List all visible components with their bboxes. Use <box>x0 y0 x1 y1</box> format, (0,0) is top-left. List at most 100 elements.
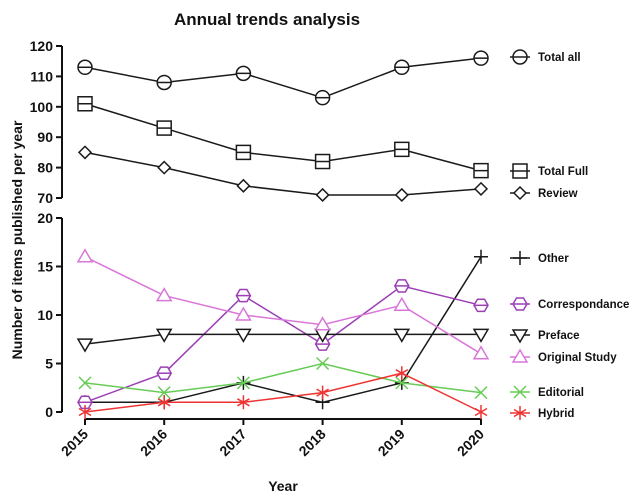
legend-label: Other <box>538 253 569 265</box>
data-point-hybrid <box>474 405 488 419</box>
data-point-correspondance <box>156 366 173 381</box>
x-tick-label: 2016 <box>137 426 170 459</box>
y-tick-label: 0 <box>45 404 53 420</box>
data-point-review <box>157 160 172 175</box>
data-point-total-full <box>394 141 410 158</box>
data-point-editorial <box>78 376 92 390</box>
data-point-editorial <box>395 376 409 390</box>
data-point-hybrid <box>316 385 329 400</box>
legend-label: Hybrid <box>538 408 574 420</box>
y-tick-label: 80 <box>37 160 53 176</box>
series-review <box>77 145 489 203</box>
series <box>76 50 490 419</box>
data-point-total-full <box>77 96 93 112</box>
x-tick-label: 2017 <box>216 426 249 459</box>
data-point-total-all <box>314 89 331 106</box>
series-preface <box>76 328 490 353</box>
legend-item-hybrid: Hybrid <box>510 406 574 420</box>
legend-label: Preface <box>538 330 580 342</box>
x-axis-title: Year <box>268 478 298 494</box>
legend-marker <box>512 297 528 311</box>
series-line-total-full <box>84 103 482 172</box>
data-point-total-full <box>473 162 489 179</box>
series-line-editorial <box>84 362 482 394</box>
data-point-total-full <box>156 120 172 136</box>
legend-marker <box>511 329 529 344</box>
data-point-original-study <box>235 306 252 321</box>
legend-label: Original Study <box>538 352 617 364</box>
legend-item-preface: Preface <box>510 329 580 344</box>
legend-label: Total Full <box>538 166 588 178</box>
data-point-editorial <box>236 376 250 390</box>
legend-marker <box>513 385 527 399</box>
y-tick-label: 70 <box>37 190 53 206</box>
series-original-study <box>76 248 490 360</box>
series-editorial <box>78 356 488 400</box>
data-point-original-study <box>155 287 173 302</box>
y-tick-label: 10 <box>37 307 53 323</box>
data-point-total-full <box>314 153 331 170</box>
data-point-preface <box>393 328 411 343</box>
series-line-preface <box>84 333 481 345</box>
data-point-hybrid <box>78 405 92 419</box>
axes: 70 80 90 100 110 120 0 5 10 15 20 2015 2016 2017 2018 2… <box>30 38 488 459</box>
series-total-full <box>77 96 489 179</box>
data-point-review <box>236 178 251 193</box>
data-point-correspondance <box>314 337 331 351</box>
x-tick-label: 2020 <box>454 426 487 459</box>
y-tick-label: 15 <box>37 259 53 275</box>
data-point-editorial <box>474 386 488 400</box>
legend-item-editorial: Editorial <box>510 385 584 399</box>
y-axis-title: Number of items published per year <box>9 120 25 359</box>
legend-label: Total all <box>538 52 581 64</box>
data-point-review <box>315 187 330 203</box>
data-point-correspondance <box>393 279 410 293</box>
data-point-hybrid <box>395 366 409 381</box>
legend-item-original-study: Original Study <box>510 348 617 364</box>
legend-marker <box>513 251 527 265</box>
x-tick-label: 2018 <box>295 426 328 459</box>
data-point-total-all <box>77 59 93 76</box>
data-point-review <box>473 181 489 196</box>
data-point-preface <box>155 328 173 343</box>
y-tick-label: 20 <box>37 210 53 226</box>
data-point-total-all <box>394 59 410 76</box>
x-tick-label: 2019 <box>375 426 408 459</box>
chart-title: Annual trends analysis <box>174 10 360 29</box>
legend: Total all Total Full Review Other Correspond… <box>510 49 629 420</box>
series-line-other <box>85 256 482 404</box>
series-line-hybrid <box>84 372 482 413</box>
legend-marker <box>513 406 527 420</box>
data-point-total-all <box>473 50 489 66</box>
data-point-hybrid <box>237 395 250 410</box>
series-line-review <box>84 151 482 196</box>
data-point-correspondance <box>235 288 252 303</box>
data-point-review <box>77 145 93 160</box>
data-point-original-study <box>76 248 94 263</box>
data-point-review <box>394 187 409 203</box>
legend-label: Correspondance <box>538 299 629 311</box>
legend-item-total-all: Total all <box>510 49 581 65</box>
data-point-total-full <box>235 144 252 161</box>
series-line-total-all <box>84 57 482 99</box>
legend-marker <box>512 49 528 65</box>
data-point-preface <box>472 328 490 343</box>
data-point-correspondance <box>77 395 93 410</box>
legend-label: Editorial <box>538 387 584 399</box>
legend-marker <box>512 163 528 179</box>
legend-item-total-full: Total Full <box>510 163 588 179</box>
series-total-all <box>77 50 489 106</box>
data-point-original-study <box>393 296 411 312</box>
data-point-original-study <box>314 316 331 331</box>
data-point-preface <box>235 328 252 343</box>
series-line-original-study <box>84 256 482 355</box>
legend-marker <box>511 348 529 363</box>
legend-item-review: Review <box>510 185 578 201</box>
data-point-correspondance <box>473 298 489 313</box>
x-tick-label: 2015 <box>58 426 91 459</box>
y-tick-label: 90 <box>37 129 53 145</box>
data-point-other <box>474 249 488 264</box>
data-point-total-all <box>235 65 252 82</box>
legend-item-other: Other <box>510 251 569 265</box>
